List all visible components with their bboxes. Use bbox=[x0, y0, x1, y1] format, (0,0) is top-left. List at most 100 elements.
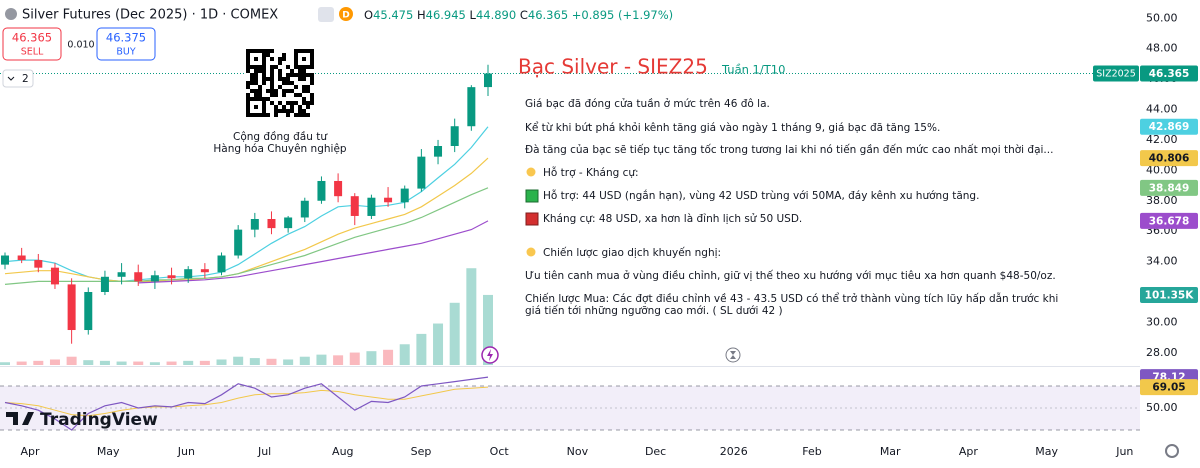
ma-value-label-bg bbox=[1140, 150, 1198, 167]
candle-body bbox=[200, 269, 209, 273]
annotation-line: Ưu tiên canh mua ở vùng điều chỉnh, giữ … bbox=[525, 270, 1056, 282]
rsi-signal-label: 69.05 bbox=[1152, 382, 1185, 394]
qr-cell bbox=[258, 93, 262, 97]
x-tick-label: Dec bbox=[645, 445, 666, 458]
qr-cell bbox=[274, 89, 278, 93]
support-icon bbox=[525, 189, 539, 203]
ma-value-label: 40.806 bbox=[1149, 153, 1190, 165]
badge-circle bbox=[339, 7, 353, 21]
qr-cell bbox=[278, 77, 282, 81]
qr-cell bbox=[294, 85, 298, 89]
symbol-badge-bg bbox=[1093, 65, 1139, 82]
qr-cell bbox=[286, 65, 290, 69]
qr-cell bbox=[302, 109, 306, 113]
candle-body bbox=[234, 229, 243, 256]
qr-cell bbox=[270, 85, 274, 89]
qr-cell bbox=[302, 57, 306, 61]
x-tick-label: Aug bbox=[332, 445, 353, 458]
x-tick-label: Apr bbox=[20, 445, 40, 458]
volume-bar bbox=[383, 349, 394, 365]
qr-cell bbox=[246, 93, 250, 97]
qr-cell bbox=[290, 89, 294, 93]
candle-body bbox=[250, 219, 259, 230]
qr-cell bbox=[246, 85, 250, 89]
ma-value-label-bg bbox=[1140, 179, 1198, 196]
qr-cell bbox=[246, 113, 250, 117]
qr-cell bbox=[282, 57, 286, 61]
ma-value-label-bg bbox=[1140, 212, 1198, 229]
qr-cell bbox=[258, 97, 262, 101]
qr-cell bbox=[294, 49, 298, 53]
qr-cell bbox=[254, 89, 258, 93]
qr-cell bbox=[270, 49, 274, 53]
qr-cell bbox=[274, 105, 278, 109]
x-tick-label: Jul bbox=[257, 445, 271, 458]
candle-body bbox=[184, 269, 193, 279]
qr-cell bbox=[254, 69, 258, 73]
annotation-line: Hỗ trợ - Kháng cự: bbox=[543, 166, 639, 179]
qr-cell bbox=[294, 73, 298, 77]
volume-bar bbox=[449, 302, 460, 365]
qr-cell bbox=[302, 49, 306, 53]
annotation-line: Giá bạc đã đóng cửa tuần ở mức trên 46 đ… bbox=[525, 98, 770, 110]
indicators-toggle[interactable] bbox=[2, 69, 34, 88]
volume-bar bbox=[316, 354, 327, 365]
hourglass bbox=[730, 351, 736, 359]
ohlc-label: L bbox=[470, 8, 477, 22]
symbol-title: Silver Futures (Dec 2025) · 1D · COMEX bbox=[22, 8, 278, 23]
qr-caption: Cộng đồng đầu tư bbox=[233, 131, 328, 143]
qr-cell bbox=[270, 57, 274, 61]
qr-cell bbox=[282, 89, 286, 93]
rsi-line bbox=[4, 376, 489, 431]
qr-cell bbox=[290, 109, 294, 113]
candle-body bbox=[1, 255, 9, 265]
y-tick-label: 40.00 bbox=[1146, 163, 1178, 176]
qr-cell bbox=[278, 57, 282, 61]
qr-cell bbox=[286, 89, 290, 93]
qr-cell bbox=[262, 53, 266, 57]
annotation-line: Kể từ khi bứt phá khỏi kênh tăng giá vào… bbox=[525, 121, 940, 134]
ohlc-value: 46.365 bbox=[528, 8, 568, 22]
x-tick-label: May bbox=[1035, 445, 1058, 458]
change: +0.895 (+1.97%) bbox=[572, 8, 673, 22]
ma-line bbox=[4, 187, 489, 285]
qr-cell bbox=[258, 65, 262, 69]
x-tick-label: 2026 bbox=[720, 445, 748, 458]
qr-cell bbox=[250, 73, 254, 77]
x-tick-label: Feb bbox=[802, 445, 821, 458]
ohlc-value: 46.945 bbox=[426, 8, 466, 22]
qr-cell bbox=[282, 81, 286, 85]
qr-cell bbox=[278, 85, 282, 89]
qr-cell bbox=[262, 57, 266, 61]
x-tick-label: Oct bbox=[490, 445, 510, 458]
qr-cell bbox=[310, 49, 314, 53]
qr-cell bbox=[282, 53, 286, 57]
buy-button[interactable] bbox=[96, 27, 156, 61]
lightning bbox=[487, 349, 493, 361]
sell-button[interactable] bbox=[2, 27, 62, 61]
qr-cell bbox=[266, 113, 270, 117]
hide-icon[interactable] bbox=[318, 7, 334, 22]
ohlc-label: O bbox=[364, 8, 373, 22]
qr-cell bbox=[286, 113, 290, 117]
qr-cell bbox=[306, 101, 310, 105]
qr-cell bbox=[250, 65, 254, 69]
qr-cell bbox=[302, 113, 306, 117]
x-tick-label: May bbox=[97, 445, 120, 458]
candle-body bbox=[217, 255, 226, 273]
qr-cell bbox=[286, 77, 290, 81]
qr-cell bbox=[290, 101, 294, 105]
candle-body bbox=[450, 126, 459, 146]
candle-body bbox=[317, 180, 326, 201]
y-tick-label: 48.00 bbox=[1146, 42, 1178, 55]
qr-cell bbox=[258, 49, 262, 53]
qr-cell bbox=[262, 61, 266, 65]
qr-cell bbox=[290, 69, 294, 73]
qr-cell bbox=[254, 113, 258, 117]
candle-body bbox=[400, 188, 409, 203]
qr-cell bbox=[254, 93, 258, 97]
qr-cell bbox=[278, 101, 282, 105]
qr-cell bbox=[294, 53, 298, 57]
settings-icon[interactable] bbox=[1165, 444, 1179, 458]
